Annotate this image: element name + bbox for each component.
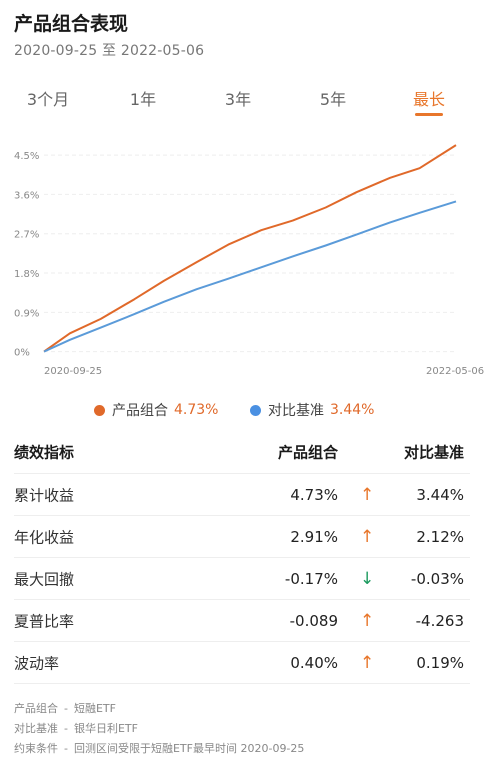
note-separator: -: [64, 722, 68, 735]
table-row: 年化收益 2.91% ↑ 2.12%: [14, 516, 470, 558]
footnotes: 产品组合 - 短融ETF 对比基准 - 银华日利ETF 约束条件 - 回测区间受限于短融ET…: [14, 699, 304, 759]
table-row: 累计收益 4.73% ↑ 3.44%: [14, 474, 470, 516]
table-header-row: 绩效指标 产品组合 对比基准: [14, 430, 470, 474]
tab-3-years[interactable]: 3年: [224, 90, 252, 109]
x-tick-label-end: 2022-05-06: [426, 366, 484, 377]
portfolio-value: 0.40%: [290, 653, 338, 672]
benchmark-value: -0.03%: [410, 569, 464, 588]
benchmark-value: 0.19%: [416, 653, 464, 672]
arrow-up-icon: ↑: [356, 611, 374, 631]
note-portfolio-value: 短融ETF: [73, 702, 116, 715]
note-constraint-value: 回测区间受限于短融ETF最早时间 2020-09-25: [73, 742, 305, 755]
trend-arrow: ↑: [360, 610, 375, 631]
benchmark-value: -4.263: [415, 611, 464, 630]
legend-item-portfolio[interactable]: 产品组合 4.73%: [94, 400, 218, 420]
y-tick-label: 0%: [14, 348, 30, 359]
line-chart-svg: 4.5% 3.6% 2.7% 1.8% 0.9% 0% 2020-09-25 2022-05-…: [14, 144, 484, 377]
trend-arrow: ↑: [360, 484, 375, 505]
table-row: 最大回撤 -0.17% ↓ -0.03%: [14, 558, 470, 600]
benchmark-value: 2.12%: [416, 527, 464, 546]
table-body: 累计收益 4.73% ↑ 3.44% 年化收益 2.91% ↑ 2.12% 最大回撤 -0.17%…: [14, 474, 470, 684]
metric-name: 夏普比率: [14, 612, 75, 630]
date-range: 2020-09-25 至 2022-05-06: [14, 43, 205, 59]
arrow-up-icon: ↑: [356, 485, 374, 505]
legend-benchmark-value: 3.44%: [330, 402, 375, 418]
portfolio-value: 4.73%: [290, 485, 338, 504]
trend-arrow: ↑: [360, 652, 375, 673]
header-benchmark: 对比基准: [403, 443, 464, 461]
y-tick-label: 4.5%: [14, 151, 39, 162]
legend-portfolio-value: 4.73%: [174, 402, 219, 418]
tab-3-months[interactable]: 3个月: [26, 90, 70, 109]
portfolio-dot-icon: [94, 404, 105, 416]
portfolio-line: [43, 144, 457, 353]
performance-table: 绩效指标 产品组合 对比基准 累计收益 4.73% ↑ 3.44% 年化收益 2.91% ↑…: [14, 430, 470, 684]
arrow-up-icon: ↑: [356, 653, 374, 673]
table-row: 夏普比率 -0.089 ↑ -4.263: [14, 600, 470, 642]
metric-name: 波动率: [14, 654, 60, 672]
chart-legend: 产品组合 4.73% 对比基准 3.44%: [0, 400, 484, 422]
legend-portfolio-label: 产品组合: [112, 403, 168, 419]
benchmark-line: [43, 200, 457, 353]
benchmark-value: 3.44%: [416, 485, 464, 504]
note-constraint: 约束条件 - 回测区间受限于短融ETF最早时间 2020-09-25: [14, 739, 304, 759]
trend-arrow: ↓: [360, 568, 375, 589]
note-constraint-label: 约束条件: [14, 742, 58, 755]
performance-chart: 4.5% 3.6% 2.7% 1.8% 0.9% 0% 2020-09-25 2022-05-…: [0, 132, 484, 382]
page-title: 产品组合表现: [14, 13, 129, 35]
table-row: 波动率 0.40% ↑ 0.19%: [14, 642, 470, 684]
trend-arrow: ↑: [360, 526, 375, 547]
y-tick-label: 2.7%: [14, 230, 39, 241]
tab-5-years[interactable]: 5年: [319, 90, 347, 109]
y-tick-label: 1.8%: [14, 269, 39, 280]
period-tabs: 3个月 1年 3年 5年 最长: [0, 86, 484, 120]
arrow-up-icon: ↑: [356, 527, 374, 547]
note-portfolio-label: 产品组合: [14, 702, 58, 715]
note-separator: -: [64, 702, 68, 715]
tab-longest[interactable]: 最长: [412, 90, 446, 109]
note-separator: -: [64, 742, 68, 755]
note-benchmark-value: 银华日利ETF: [73, 722, 138, 735]
benchmark-dot-icon: [250, 404, 261, 416]
metric-name: 最大回撤: [14, 570, 75, 588]
portfolio-value: -0.17%: [284, 569, 338, 588]
y-tick-label: 0.9%: [14, 308, 39, 319]
y-tick-label: 3.6%: [14, 190, 39, 201]
header-portfolio: 产品组合: [277, 443, 338, 461]
note-benchmark: 对比基准 - 银华日利ETF: [14, 719, 304, 739]
header-metric: 绩效指标: [14, 443, 75, 461]
legend-benchmark-label: 对比基准: [268, 403, 324, 419]
legend-item-benchmark[interactable]: 对比基准 3.44%: [250, 400, 374, 420]
x-tick-label-start: 2020-09-25: [44, 366, 102, 377]
tab-1-year[interactable]: 1年: [129, 90, 157, 109]
active-tab-indicator: [415, 113, 443, 116]
note-benchmark-label: 对比基准: [14, 722, 58, 735]
metric-name: 年化收益: [14, 528, 75, 546]
metric-name: 累计收益: [14, 486, 75, 504]
arrow-down-icon: ↓: [356, 569, 374, 589]
note-portfolio: 产品组合 - 短融ETF: [14, 699, 304, 719]
portfolio-value: -0.089: [289, 611, 338, 630]
portfolio-value: 2.91%: [290, 527, 338, 546]
